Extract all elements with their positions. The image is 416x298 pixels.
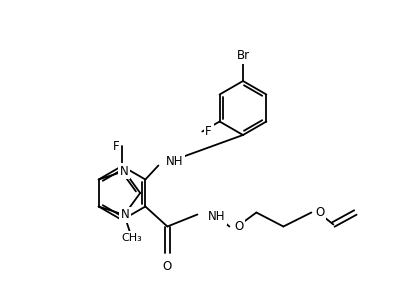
Text: NH: NH	[208, 210, 225, 223]
Text: NH: NH	[166, 155, 183, 168]
Text: Br: Br	[236, 49, 250, 62]
Text: O: O	[234, 220, 244, 233]
Text: O: O	[315, 206, 324, 219]
Text: CH₃: CH₃	[121, 233, 142, 243]
Text: N: N	[120, 208, 129, 221]
Text: F: F	[112, 139, 119, 153]
Text: F: F	[206, 125, 212, 138]
Text: O: O	[163, 260, 172, 274]
Text: N: N	[120, 165, 129, 178]
